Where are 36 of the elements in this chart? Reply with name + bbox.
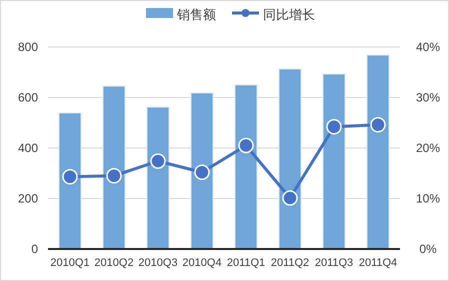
point [194, 164, 210, 180]
bar [366, 54, 390, 250]
x-tick-label: 2011Q4 [358, 257, 398, 269]
y2-tick-label: 40% [416, 40, 440, 54]
bar [234, 84, 258, 250]
y-tick-label: 400 [18, 141, 38, 155]
y-tick-label: 800 [18, 40, 38, 54]
bar [146, 106, 170, 250]
bar [190, 92, 214, 250]
y-tick-label: 200 [18, 192, 38, 206]
y-tick-label: 0 [31, 242, 38, 256]
x-tick-label: 2011Q3 [314, 257, 354, 269]
x-tick-label: 2010Q4 [182, 257, 222, 269]
y-tick-label: 600 [18, 90, 38, 104]
legend-label: 销售额 [176, 7, 216, 22]
point [370, 117, 386, 133]
point [62, 169, 78, 185]
x-tick-label: 2011Q1 [226, 257, 266, 269]
bar [278, 68, 302, 250]
point [282, 190, 298, 206]
y2-tick-label: 20% [416, 141, 440, 155]
point [150, 153, 166, 169]
x-tick-label: 2010Q2 [94, 257, 134, 269]
legend-label: 同比增长 [263, 7, 315, 22]
x-tick-label: 2010Q1 [50, 257, 90, 269]
point [326, 119, 342, 135]
bar [322, 74, 346, 250]
x-tick-label: 2010Q3 [138, 257, 178, 269]
bar [58, 112, 82, 250]
bar [102, 86, 126, 250]
point [106, 168, 122, 184]
y2-tick-label: 30% [416, 90, 440, 104]
point [238, 138, 254, 154]
y2-tick-label: 10% [416, 192, 440, 206]
x-tick-label: 2011Q2 [270, 257, 310, 269]
y2-tick-label: 0% [419, 242, 437, 256]
